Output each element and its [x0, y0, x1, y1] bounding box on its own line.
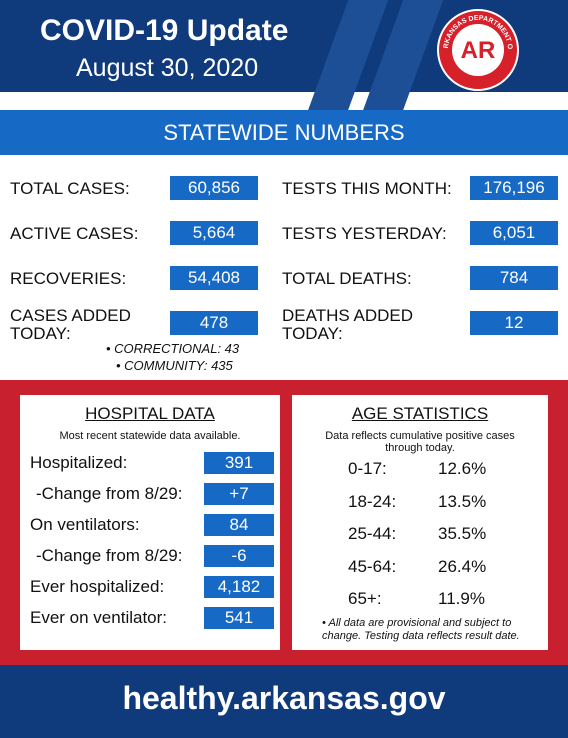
stat-label: TESTS THIS MONTH:	[282, 179, 452, 198]
stat-value: 5,664	[170, 221, 258, 245]
hospital-value: +7	[204, 483, 274, 505]
age-range: 18-24:	[348, 491, 397, 511]
age-pct: 26.4%	[438, 556, 487, 576]
stat-label: TOTAL DEATHS:	[282, 269, 412, 288]
stat-label: RECOVERIES:	[10, 269, 127, 288]
note: • COMMUNITY: 435	[116, 358, 233, 373]
age-pct: 35.5%	[438, 524, 487, 543]
panel-title: HOSPITAL DATA	[85, 404, 215, 423]
hospital-label: -Change from 8/29:	[36, 546, 183, 565]
age-pct: 13.5%	[438, 491, 487, 511]
hospital-label: Ever hospitalized:	[30, 577, 165, 596]
hospital-label: -Change from 8/29:	[36, 484, 183, 503]
age-range: 65+:	[348, 589, 382, 608]
stat-value: 784	[470, 266, 558, 290]
footer-url: healthy.arkansas.gov	[0, 665, 568, 738]
age-panel	[292, 395, 548, 650]
hospital-label: On ventilators:	[30, 515, 140, 534]
hospital-value: -6	[204, 545, 274, 567]
logo-ring: HEALTH	[464, 68, 492, 78]
hospital-value: 391	[204, 452, 274, 474]
stat-label: ACTIVE CASES:	[10, 224, 139, 243]
panel-title: AGE STATISTICS	[351, 404, 489, 423]
hospital-label: Ever on ventilator:	[30, 608, 168, 627]
logo: ARKANSAS DEPARTMENT OF HEALTH AR	[436, 8, 519, 91]
hospital-value: 4,182	[204, 576, 274, 598]
panel-subtitle: Data reflects cumulative positive cases …	[325, 430, 515, 454]
hospital-value: 84	[204, 514, 274, 536]
logo-ring-bottom: HEALTH	[464, 68, 492, 78]
age-range: 0-17:	[348, 459, 387, 478]
stat-value: 60,856	[170, 176, 258, 200]
age-range: 25-44:	[348, 524, 397, 543]
panel-subtitle: Most recent statewide data available.	[59, 430, 241, 442]
stat-value: 54,408	[170, 266, 258, 290]
stat-value: 176,196	[470, 176, 558, 200]
date: August 30, 2020	[76, 54, 259, 82]
stat-label: DEATHS ADDED TODAY:	[282, 306, 413, 343]
footnote: • All data are provisional and subject t…	[322, 617, 520, 642]
stat-value: 6,051	[470, 221, 558, 245]
age-pct: 11.9%	[438, 589, 485, 608]
note: • CORRECTIONAL: 43	[106, 341, 240, 356]
hospital-label: Hospitalized:	[30, 453, 128, 472]
header-band: COVID-19 Update August 30, 2020 ARKANSAS…	[0, 0, 568, 110]
stat-value: 478	[170, 311, 258, 335]
stat-label: TESTS YESTERDAY:	[282, 224, 447, 243]
stat-value: 12	[470, 311, 558, 335]
age-range: 45-64:	[348, 556, 397, 576]
stat-label: TOTAL CASES:	[10, 179, 130, 198]
section-title: STATEWIDE NUMBERS	[0, 110, 568, 155]
hospital-value: 541	[204, 607, 274, 629]
stat-label: CASES ADDED TODAY:	[10, 306, 131, 343]
title: COVID-19 Update	[40, 14, 289, 47]
logo-mark: AR	[461, 37, 496, 64]
age-pct: 12.6%	[438, 459, 487, 478]
